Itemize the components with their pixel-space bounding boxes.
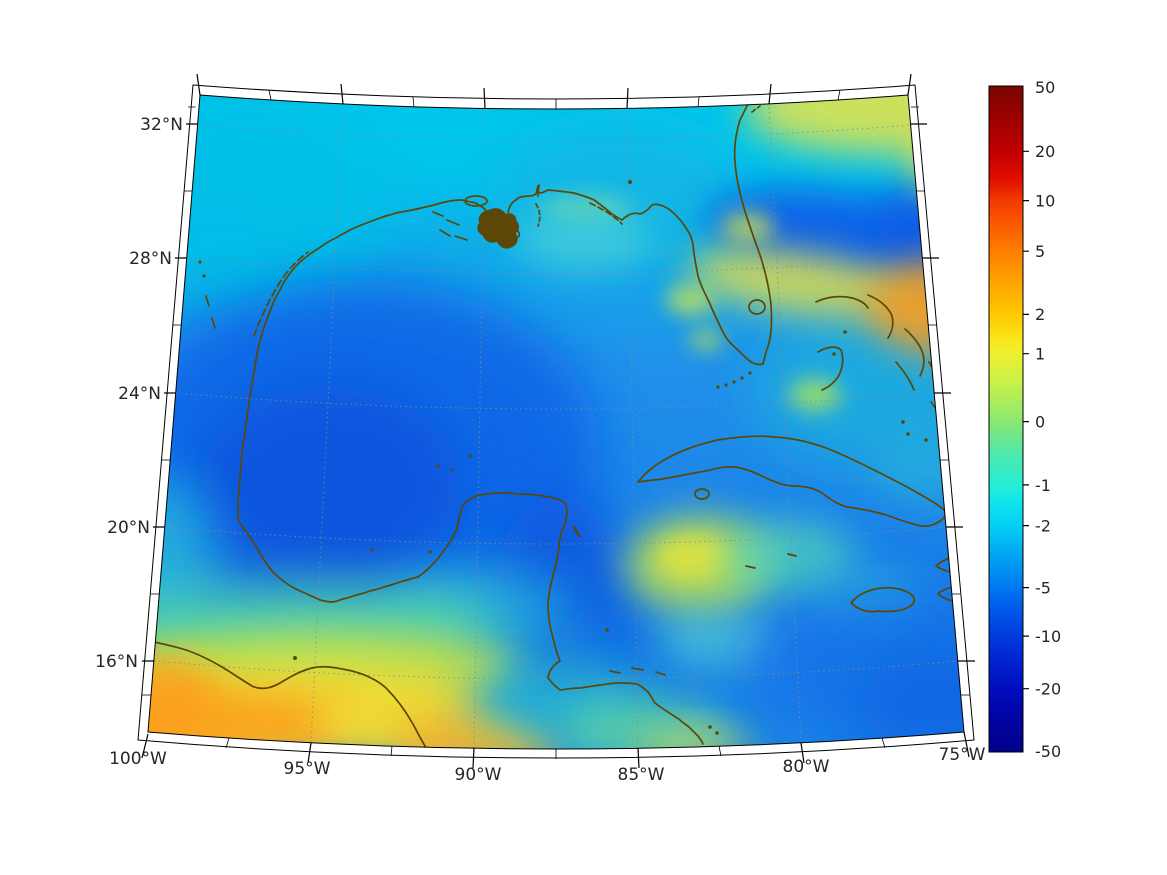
colorbar-gradient-bar (988, 85, 1024, 753)
colorbar-label-m50: -50 (1035, 742, 1061, 761)
colorbar-label-20: 20 (1035, 142, 1055, 161)
mississippi-delta (477, 208, 519, 249)
field-blob-topleft-cyan (148, 95, 390, 310)
field-blob-gulfstream2 (875, 184, 964, 260)
colorbar-label-m10: -10 (1035, 627, 1061, 646)
field-blob-tampa-yellow (666, 285, 714, 315)
lon-label-100W: 100°W (109, 749, 167, 769)
colorbar-label-m5: -5 (1035, 579, 1051, 598)
field-blob-bahamas-cyan (753, 315, 964, 465)
coastline-mainland (237, 95, 773, 745)
lat-label-16N: 16°N (95, 652, 138, 672)
lon-label-90W: 90°W (455, 765, 502, 785)
coastline-pacific (150, 640, 430, 749)
texas-barrier-islands (253, 251, 309, 337)
field-blob-corner-orange (148, 658, 220, 742)
map-frame (137, 73, 975, 769)
coastline-isla-juventud (694, 488, 710, 500)
lon-label-95W: 95°W (284, 759, 331, 779)
lon-label-75W: 75°W (939, 745, 986, 765)
colorbar-label-50: 50 (1035, 78, 1055, 97)
field-blob-fl-yellow2 (689, 329, 723, 351)
panhandle-barrier-islands (589, 202, 623, 225)
field-blob-coastgreen (540, 195, 630, 219)
field-blob-scuba-yellow (657, 535, 729, 579)
colorbar-labels: 50 20 10 5 2 1 0 -1 -2 -5 -10 -20 -50 (1035, 78, 1061, 761)
colorbar-ticks (1023, 150, 1029, 690)
coastlines (150, 95, 964, 749)
field-blob-fl-east-yellow (722, 211, 774, 243)
gridline-lat-24N (175, 392, 935, 410)
map-area (148, 95, 964, 749)
gridline-lon-85W (626, 107, 639, 749)
field-blob-cayman-teal (725, 520, 855, 600)
colorbar-label-2: 2 (1035, 305, 1045, 324)
lat-label-20N: 20°N (107, 518, 150, 538)
gridline-lat-20N (164, 526, 947, 545)
lake-okeechobee (748, 299, 766, 315)
colorbar-label-0: 0 (1035, 413, 1045, 432)
axis-ticks (141, 73, 975, 769)
colorbar-label-m2: -2 (1035, 517, 1051, 536)
colorbar-label-10: 10 (1035, 192, 1055, 211)
colorbar-label-1: 1 (1035, 345, 1045, 364)
field-blob-shelf (515, 210, 655, 270)
frame-inner (147, 94, 965, 750)
lon-label-80W: 80°W (783, 757, 830, 777)
field-blob-se-deep (860, 655, 964, 749)
field-blob-honduras-green (560, 697, 730, 749)
gridline-lon-90W (473, 107, 486, 749)
islet-dots (198, 180, 928, 735)
field-blob-necuba-cyan (870, 435, 964, 505)
colorbar: 50 20 10 5 2 1 0 -1 -2 -5 -10 -20 -50 (988, 78, 1061, 761)
coastline-cuba (637, 435, 948, 527)
lake-pontchartrain (464, 195, 488, 207)
frame-outer (137, 84, 975, 759)
axis-labels: 32°N 28°N 24°N 20°N 16°N 100°W 95°W 90°W… (95, 115, 986, 785)
small-islands (205, 295, 797, 676)
frame-divisions (142, 89, 970, 759)
colorbar-label-m1: -1 (1035, 476, 1051, 495)
colorbar-label-5: 5 (1035, 242, 1045, 261)
colorbar-label-m20: -20 (1035, 680, 1061, 699)
lat-label-32N: 32°N (140, 115, 183, 135)
lat-label-28N: 28°N (129, 249, 172, 269)
lon-label-85W: 85°W (618, 765, 665, 785)
coastline-jamaica (850, 586, 916, 613)
field-blob-topright-yellow (745, 95, 964, 153)
lat-label-24N: 24°N (118, 384, 161, 404)
gridline-lat-16N (153, 660, 958, 680)
louisiana-marshes (432, 184, 541, 241)
